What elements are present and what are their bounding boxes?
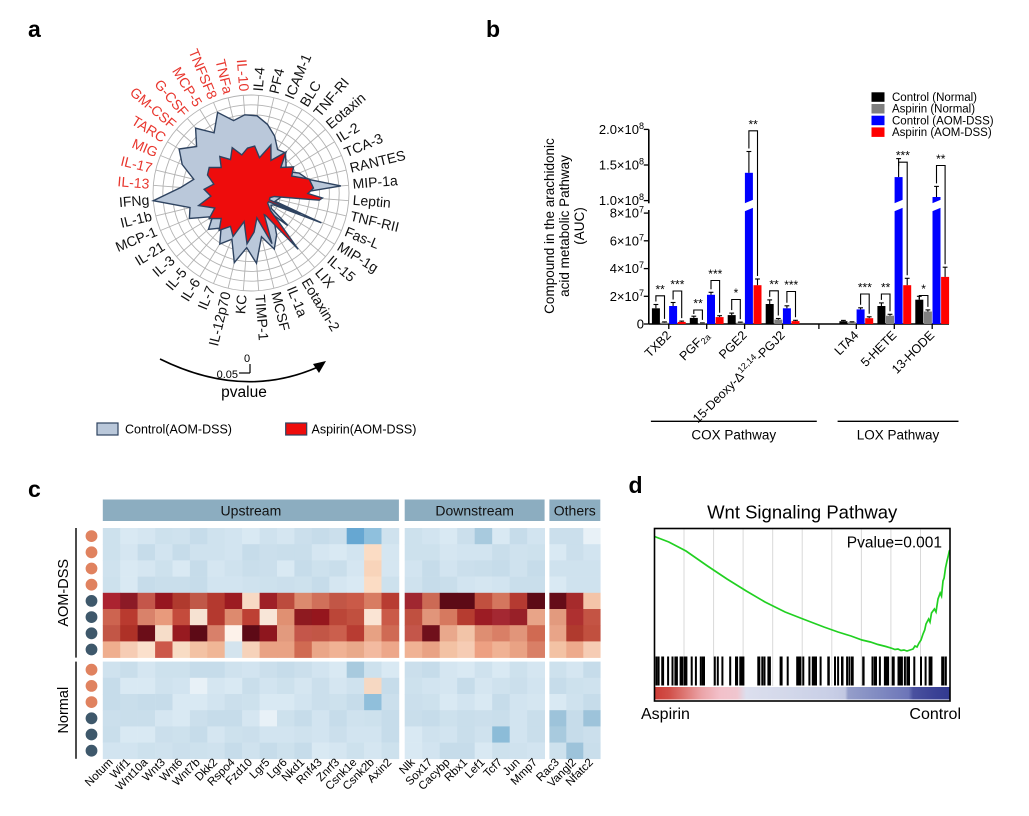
svg-text:b: b	[486, 16, 500, 42]
svg-text:Aspirin: Aspirin	[641, 706, 690, 723]
svg-text:1.0×108: 1.0×108	[599, 192, 644, 208]
svg-text:***: ***	[670, 278, 684, 292]
svg-text:Pvalue=0.001: Pvalue=0.001	[847, 535, 942, 552]
svg-text:8×107: 8×107	[610, 205, 644, 221]
svg-text:MIP-1a: MIP-1a	[352, 172, 398, 192]
svg-text:c: c	[28, 476, 41, 502]
svg-text:PF4: PF4	[266, 66, 288, 95]
svg-text:0: 0	[637, 317, 644, 332]
svg-text:Control (AOM-DSS): Control (AOM-DSS)	[892, 115, 994, 127]
svg-text:**: **	[656, 282, 666, 296]
svg-text:*: *	[734, 286, 739, 300]
svg-text:Leptin: Leptin	[352, 192, 391, 211]
svg-text:pvalue: pvalue	[221, 384, 267, 401]
svg-text:**: **	[881, 281, 891, 295]
svg-text:Others: Others	[554, 503, 596, 519]
svg-text:1.5×108: 1.5×108	[599, 157, 644, 173]
svg-text:0: 0	[244, 353, 250, 365]
svg-text:COX Pathway: COX Pathway	[691, 428, 776, 443]
svg-text:TNFa: TNFa	[213, 58, 237, 96]
svg-text:d: d	[629, 472, 643, 498]
svg-text:2.0×108: 2.0×108	[599, 121, 644, 137]
svg-text:Control (Normal): Control (Normal)	[892, 92, 977, 104]
svg-text:2×107: 2×107	[610, 288, 644, 304]
svg-text:Control(AOM-DSS): Control(AOM-DSS)	[125, 423, 232, 437]
svg-text:***: ***	[858, 281, 872, 295]
svg-text:Control: Control	[909, 706, 961, 723]
svg-text:**: **	[749, 117, 759, 131]
svg-text:Aspirin (AOM-DSS): Aspirin (AOM-DSS)	[892, 127, 992, 139]
svg-text:TIMP-1: TIMP-1	[252, 294, 272, 341]
svg-text:4×107: 4×107	[610, 260, 644, 276]
svg-text:***: ***	[784, 278, 798, 292]
svg-text:**: **	[769, 277, 779, 291]
svg-text:KC: KC	[232, 294, 249, 315]
svg-text:IL-1b: IL-1b	[119, 208, 154, 231]
svg-text:IL-10: IL-10	[234, 59, 252, 92]
svg-text:Compound in the arachidonicaci: Compound in the arachidonicacid metaboli…	[542, 138, 587, 314]
svg-text:0.05: 0.05	[217, 369, 238, 381]
svg-text:Aspirin (Normal): Aspirin (Normal)	[892, 104, 975, 116]
svg-text:IL-17: IL-17	[119, 153, 154, 176]
svg-text:***: ***	[708, 267, 722, 281]
svg-text:***: ***	[896, 149, 910, 163]
svg-text:Upstream: Upstream	[221, 503, 282, 519]
svg-text:**: **	[936, 152, 946, 166]
svg-text:LOX Pathway: LOX Pathway	[857, 428, 940, 443]
svg-text:IL-13: IL-13	[117, 173, 150, 191]
svg-text:Wnt Signaling Pathway: Wnt Signaling Pathway	[707, 502, 898, 523]
svg-text:IL-4: IL-4	[250, 66, 268, 92]
svg-text:a: a	[28, 16, 41, 42]
svg-text:Normal: Normal	[56, 687, 72, 734]
svg-text:Downstream: Downstream	[435, 503, 514, 519]
svg-text:**: **	[693, 297, 703, 311]
svg-text:AOM-DSS: AOM-DSS	[56, 559, 72, 627]
svg-text:IFNg: IFNg	[118, 192, 150, 210]
svg-text:*: *	[921, 282, 926, 296]
svg-text:Aspirin(AOM-DSS): Aspirin(AOM-DSS)	[312, 423, 417, 437]
svg-text:6×107: 6×107	[610, 232, 644, 248]
